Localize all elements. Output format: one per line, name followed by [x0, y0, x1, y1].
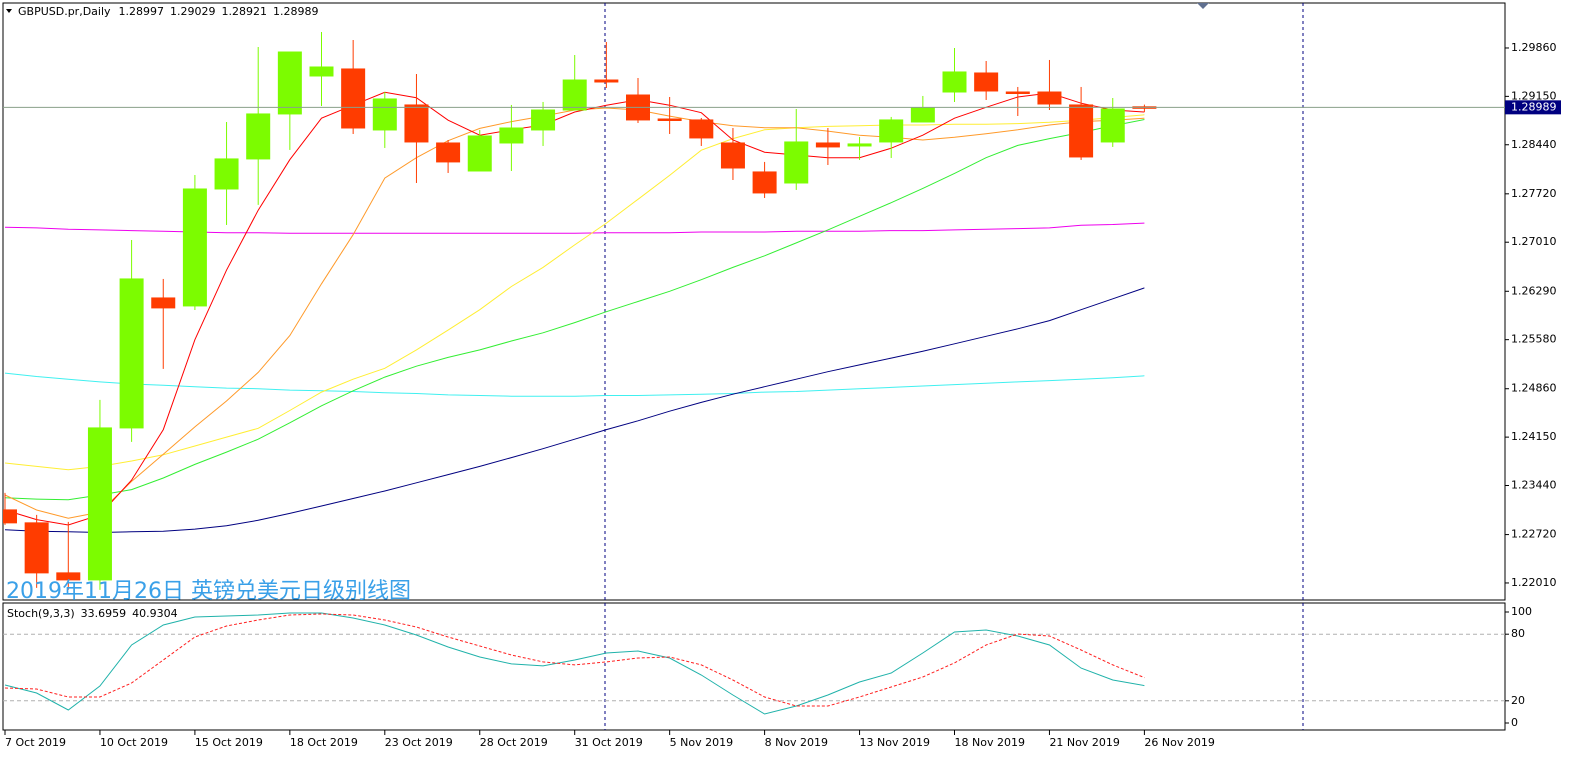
candle-body	[910, 107, 935, 123]
x-tick-label: 18 Nov 2019	[955, 736, 1025, 749]
candle-body	[720, 142, 745, 169]
x-tick-label: 23 Oct 2019	[385, 736, 453, 749]
line-series	[4, 612, 1145, 715]
y-tick-label: 1.24150	[1511, 430, 1557, 443]
price-marker	[1505, 100, 1561, 115]
candle-body	[309, 66, 334, 77]
menu-triangle	[6, 9, 12, 13]
candle-body	[372, 98, 397, 131]
candle-body	[341, 68, 366, 129]
candle-body	[277, 51, 302, 115]
candle-body	[467, 135, 492, 172]
x-tick-label: 5 Nov 2019	[670, 736, 733, 749]
candle-body	[119, 278, 144, 429]
stoch-signal-value: 40.9304	[132, 607, 178, 620]
y-tick-label: 1.22720	[1511, 528, 1557, 541]
y-tick-label: 20	[1511, 694, 1525, 707]
stoch-plot	[3, 612, 1505, 715]
shift-marker	[1197, 3, 1209, 9]
candle-body	[974, 72, 999, 92]
candle-body	[404, 104, 429, 143]
price-marker-label: 1.28989	[1511, 100, 1557, 113]
candle-body	[815, 142, 840, 148]
line-series	[4, 613, 1145, 707]
x-tick-label: 8 Nov 2019	[765, 736, 828, 749]
candle-body	[1100, 108, 1125, 143]
candle-body	[182, 188, 207, 307]
y-tick-label: 1.22010	[1511, 576, 1557, 589]
candle-body	[1005, 91, 1030, 95]
line-series	[4, 91, 1145, 526]
candle-body	[657, 118, 682, 121]
candle-body	[562, 79, 587, 111]
candle-body	[594, 79, 619, 83]
x-tick-label: 15 Oct 2019	[195, 736, 263, 749]
stoch-main-value: 33.6959	[81, 607, 127, 620]
stoch-header: Stoch(9,3,3) 33.6959 40.9304	[7, 607, 178, 620]
stoch-panel	[2, 602, 1506, 731]
symbol-header: GBPUSD.pr,Daily 1.28997 1.29029 1.28921 1.28…	[18, 5, 319, 18]
symbol-title: GBPUSD.pr,Daily	[18, 5, 111, 18]
x-tick-label: 21 Nov 2019	[1049, 736, 1119, 749]
line-series	[4, 114, 1145, 471]
candle-body	[879, 119, 904, 143]
x-tick-label: 26 Nov 2019	[1144, 736, 1214, 749]
candle-body	[87, 427, 112, 581]
candle-body	[499, 127, 524, 144]
x-tick-label: 10 Oct 2019	[100, 736, 168, 749]
candle-body	[689, 119, 714, 139]
y-tick-label: 100	[1511, 605, 1532, 618]
candle-body	[214, 158, 239, 190]
header-low: 1.28921	[222, 5, 268, 18]
y-tick-label: 1.24860	[1511, 382, 1557, 395]
candle-body	[436, 142, 461, 163]
y-tick-label: 1.23440	[1511, 479, 1557, 492]
candle-body	[1037, 91, 1062, 105]
candle-body	[942, 71, 967, 93]
y-tick-label: 80	[1511, 627, 1525, 640]
y-tick-label: 1.27720	[1511, 187, 1557, 200]
chart-annotation: 2019年11月26日 英镑兑美元日级别线图	[6, 579, 411, 604]
y-tick-label: 1.25580	[1511, 333, 1557, 346]
header-high: 1.29029	[170, 5, 216, 18]
candle-body	[151, 297, 176, 309]
y-tick-label: 0	[1511, 716, 1518, 729]
x-tick-label: 13 Nov 2019	[860, 736, 930, 749]
candle-body	[3, 509, 17, 524]
main-plot	[3, 31, 1505, 590]
y-tick-label: 1.28440	[1511, 138, 1557, 151]
x-tick-label: 7 Oct 2019	[5, 736, 66, 749]
x-tick-label: 31 Oct 2019	[575, 736, 643, 749]
stoch-title: Stoch(9,3,3)	[7, 607, 75, 620]
candle-body	[1069, 104, 1094, 158]
header-close: 1.28989	[273, 5, 319, 18]
candle-body	[531, 109, 556, 131]
x-tick-label: 18 Oct 2019	[290, 736, 358, 749]
candle-body	[24, 522, 49, 574]
y-tick-label: 1.29150	[1511, 89, 1557, 102]
main-panel	[2, 2, 1506, 601]
line-series	[4, 119, 1145, 501]
candle-body	[752, 171, 777, 194]
x-tick-label: 28 Oct 2019	[480, 736, 548, 749]
y-tick-label: 1.29860	[1511, 41, 1557, 54]
y-tick-label: 1.26290	[1511, 284, 1557, 297]
candle-body	[56, 572, 81, 581]
candle-body	[784, 141, 809, 184]
header-open: 1.28997	[119, 5, 165, 18]
axes: 1.22010 1.22720 1.23440 1.24150 1.24860 1.255…	[4, 41, 1561, 749]
candle-body	[847, 143, 872, 147]
line-series	[4, 287, 1145, 534]
y-tick-label: 1.27010	[1511, 235, 1557, 248]
line-series	[4, 372, 1145, 397]
candle-body	[246, 113, 271, 160]
